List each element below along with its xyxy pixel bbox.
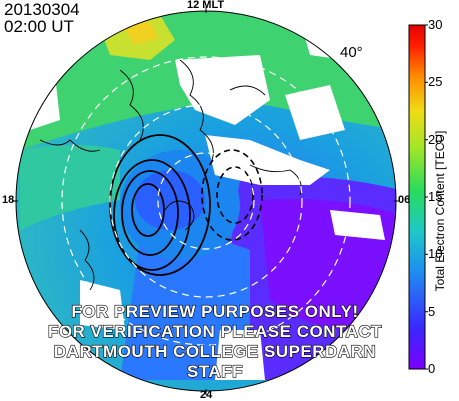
date-label: 20130304 (4, 0, 80, 19)
colorbar-tick-0: 0 (428, 361, 436, 376)
latitude-grid (61, 56, 351, 346)
colorbar-tick-10: 10 (428, 246, 443, 261)
colorbar-tick-15: 15 (428, 189, 443, 204)
mlt-label-bottom: 24 (200, 389, 213, 401)
mlt-label-top: 12 MLT (187, 0, 225, 11)
colorbar (408, 24, 428, 370)
time-label: 02:00 UT (4, 17, 74, 36)
mlt-label-left: 18 (2, 194, 15, 206)
colorbar-tick-20: 20 (428, 132, 443, 147)
mlt-label-right: 06 (398, 194, 411, 206)
colorbar-tick-25: 25 (428, 74, 443, 89)
colorbar-tick-5: 5 (428, 304, 436, 319)
watermark-line-2: FOR VERIFICATION PLEASE CONTACT (47, 321, 383, 341)
watermark-line-3: DARTMOUTH COLLEGE SUPERDARN STAFF (53, 341, 377, 381)
watermark-line-1: FOR PREVIEW PURPOSES ONLY! (71, 301, 359, 321)
colorbar-title: Total Electron Content [TECU] (433, 130, 447, 292)
latitude-label: 40° (340, 44, 363, 61)
colorbar-tick-30: 30 (428, 17, 443, 32)
